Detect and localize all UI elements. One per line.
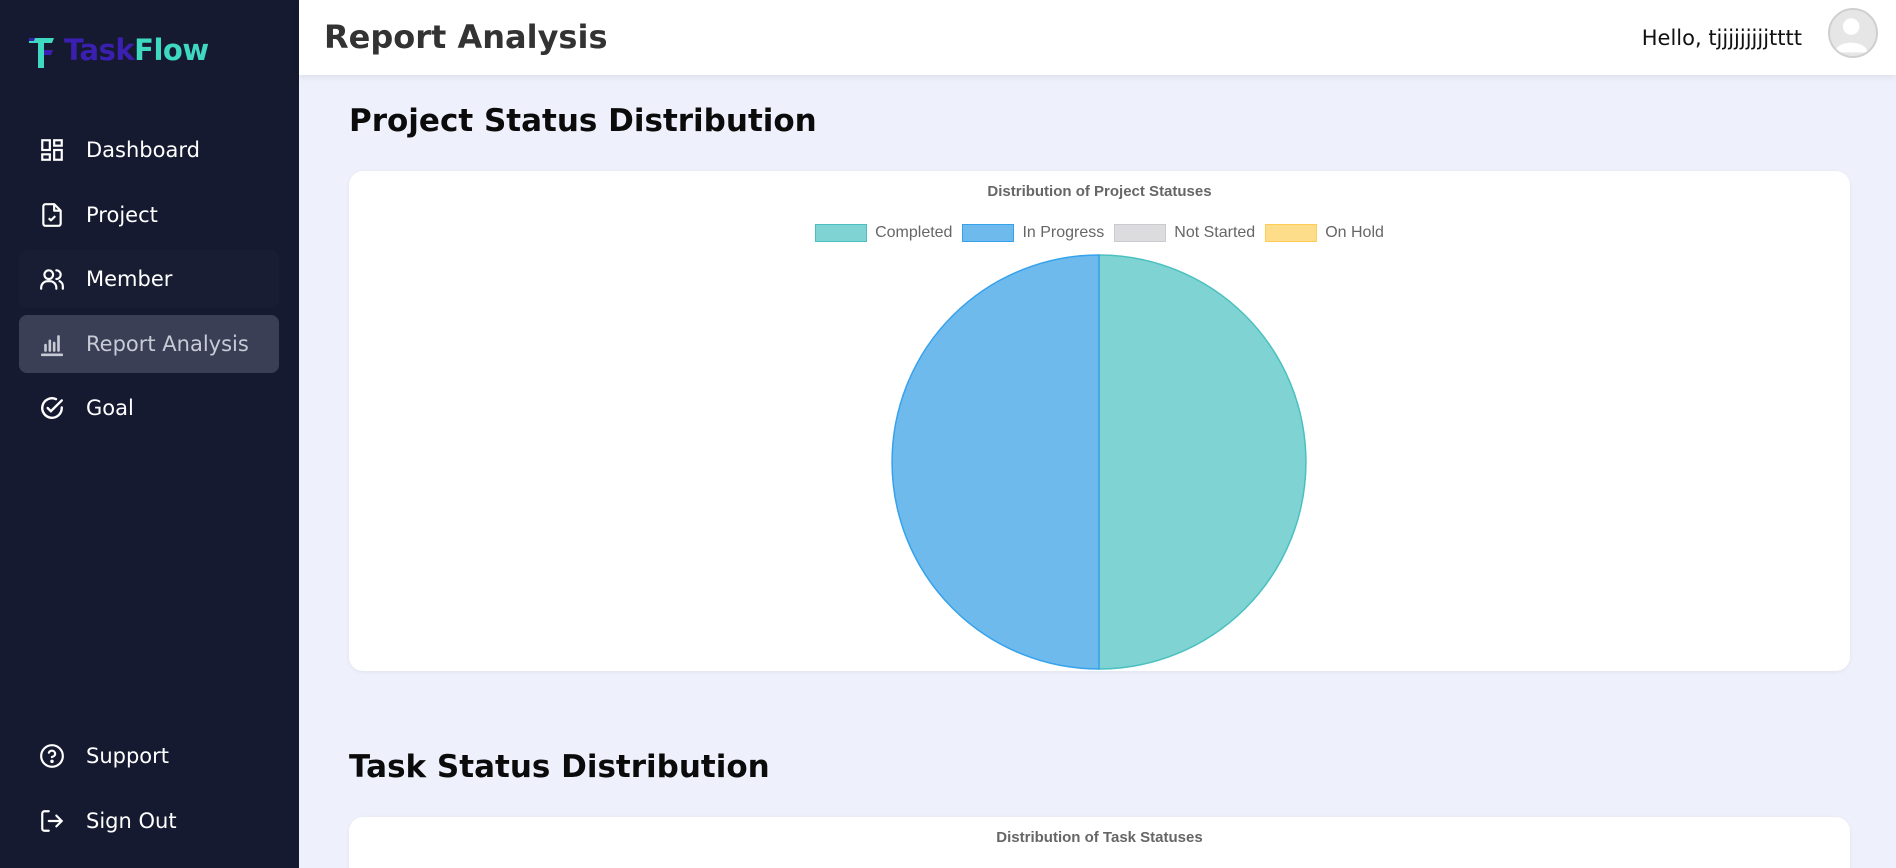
chart-title: Distribution of Project Statuses: [987, 183, 1212, 200]
sidebar-nav: Dashboard Project Member Report Analysis…: [19, 121, 279, 444]
avatar[interactable]: [1828, 8, 1878, 58]
project-status-heading: Project Status Distribution: [349, 103, 817, 139]
sidebar-item-label: Project: [86, 202, 158, 227]
help-circle-icon: [38, 742, 66, 770]
sidebar-item-label: Support: [86, 744, 170, 768]
users-icon: [38, 265, 66, 293]
bar-chart-icon: [38, 330, 66, 358]
logo-text-task: Task: [64, 33, 135, 67]
chart-title: Distribution of Task Statuses: [996, 829, 1203, 846]
legend-item-not-started[interactable]: Not Started: [1114, 224, 1255, 242]
sidebar-item-sign-out[interactable]: Sign Out: [19, 792, 279, 850]
sidebar-item-label: Goal: [86, 396, 134, 420]
pie-slice-completed[interactable]: [1098, 254, 1307, 670]
sidebar-item-member[interactable]: Member: [19, 250, 279, 308]
sidebar-item-goal[interactable]: Goal: [19, 379, 279, 437]
legend-label: On Hold: [1325, 224, 1384, 241]
sidebar: TaskFlow Dashboard Project Member Report…: [0, 0, 299, 868]
legend-swatch: [1114, 224, 1167, 242]
sidebar-bottom-nav: Support Sign Out: [19, 727, 279, 856]
sidebar-item-label: Report Analysis: [86, 331, 249, 356]
sign-out-icon: [38, 807, 66, 835]
page-title: Report Analysis: [324, 18, 608, 56]
legend-swatch: [962, 224, 1015, 242]
legend-label: Completed: [875, 224, 953, 241]
task-status-heading: Task Status Distribution: [349, 749, 770, 785]
user-avatar-icon: [1834, 18, 1868, 53]
sidebar-item-label: Member: [86, 267, 173, 291]
dashboard-icon: [38, 136, 66, 164]
chart-legend: Completed In Progress Not Started On Hol…: [349, 224, 1850, 242]
legend-item-in-progress[interactable]: In Progress: [962, 224, 1104, 242]
project-status-pie-chart: [891, 254, 1307, 670]
sidebar-item-support[interactable]: Support: [19, 727, 279, 785]
sidebar-item-project[interactable]: Project: [19, 186, 279, 244]
check-circle-icon: [38, 394, 66, 422]
legend-item-completed[interactable]: Completed: [815, 224, 952, 242]
pie-slice-in-progress[interactable]: [891, 254, 1100, 670]
taskflow-logo[interactable]: TaskFlow: [26, 30, 209, 70]
sidebar-item-label: Dashboard: [86, 138, 200, 162]
legend-swatch: [815, 224, 868, 242]
sidebar-item-report-analysis[interactable]: Report Analysis: [19, 314, 279, 373]
legend-label: Not Started: [1174, 224, 1256, 241]
sidebar-item-dashboard[interactable]: Dashboard: [19, 121, 279, 179]
legend-label: In Progress: [1022, 224, 1105, 241]
sidebar-item-label: Sign Out: [86, 808, 177, 833]
project-status-card: Distribution of Project Statuses Complet…: [349, 171, 1850, 671]
document-check-icon: [38, 201, 66, 229]
logo-text-flow: Flow: [134, 33, 209, 67]
top-header: Report Analysis Hello, tjjjjjjjjjtttt: [299, 0, 1896, 75]
legend-swatch: [1265, 224, 1318, 242]
taskflow-logo-icon: [29, 38, 54, 68]
user-greeting: Hello, tjjjjjjjjjtttt: [1641, 26, 1802, 50]
task-status-card: Distribution of Task Statuses: [349, 817, 1850, 868]
logo-text: TaskFlow: [64, 33, 209, 67]
legend-item-on-hold[interactable]: On Hold: [1265, 224, 1384, 242]
